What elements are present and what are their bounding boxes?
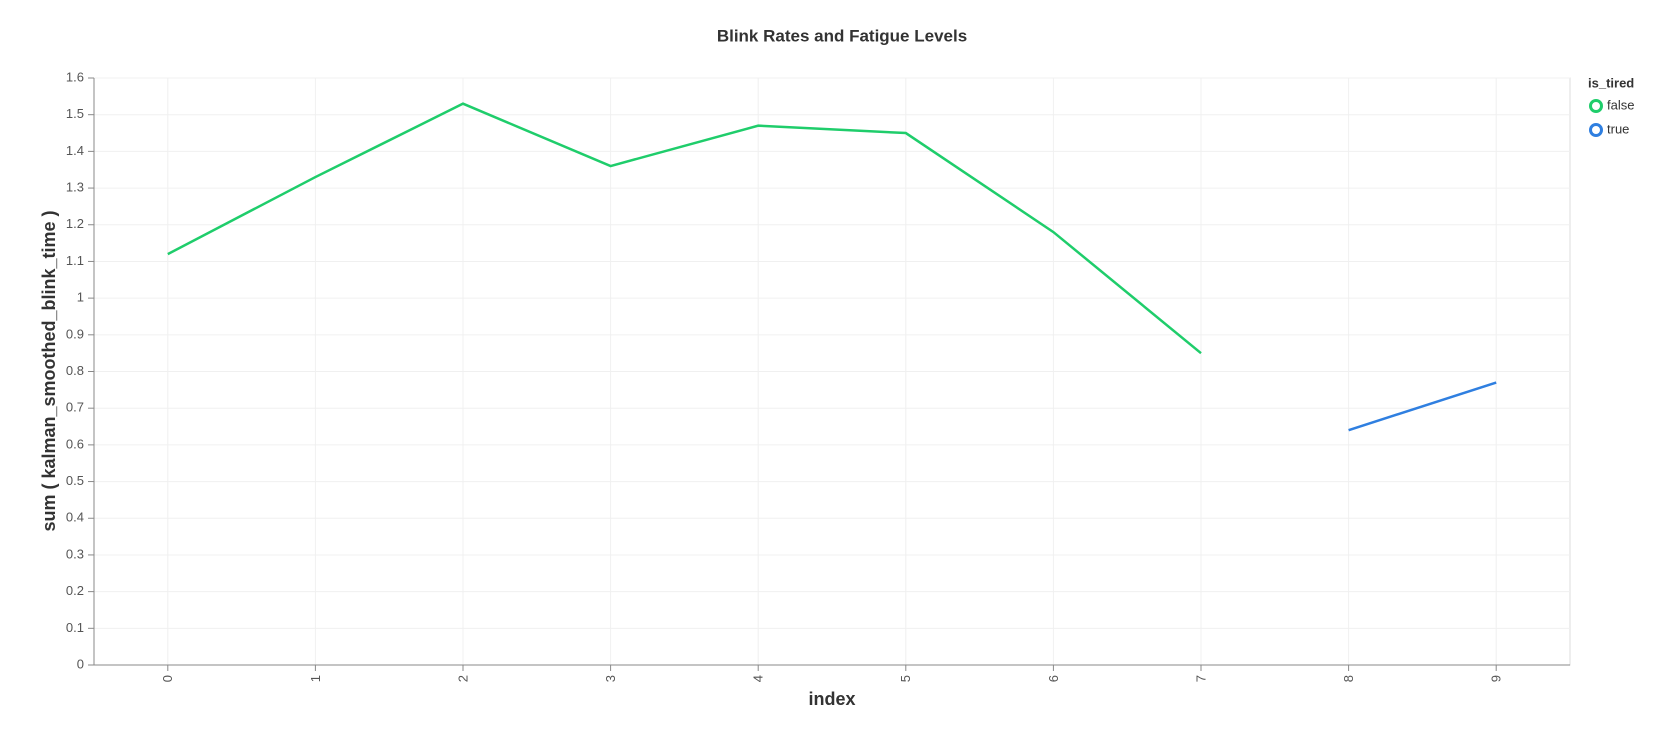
legend-marker — [1589, 123, 1603, 137]
x-tick-label: 3 — [603, 675, 618, 682]
legend-label: true — [1607, 121, 1629, 136]
y-tick-label: 0.9 — [66, 326, 84, 341]
y-tick-label: 1 — [77, 290, 84, 305]
legend-title: is_tired — [1588, 75, 1634, 90]
legend-marker — [1589, 99, 1603, 113]
y-tick-label: 0.7 — [66, 400, 84, 415]
y-tick-label: 0.6 — [66, 436, 84, 451]
x-axis-label: index — [808, 689, 855, 709]
legend-label: false — [1607, 97, 1634, 112]
y-tick-label: 0.2 — [66, 583, 84, 598]
y-tick-label: 1.3 — [66, 180, 84, 195]
x-tick-label: 8 — [1341, 675, 1356, 682]
y-tick-label: 1.1 — [66, 253, 84, 268]
y-tick-label: 0.8 — [66, 363, 84, 378]
y-tick-label: 0.1 — [66, 620, 84, 635]
y-tick-label: 1.4 — [66, 143, 84, 158]
x-tick-label: 1 — [308, 675, 323, 682]
x-tick-label: 6 — [1046, 675, 1061, 682]
y-tick-label: 1.6 — [66, 69, 84, 84]
y-axis-label: sum ( kalman_smoothed_blink_time ) — [39, 210, 59, 531]
x-tick-label: 7 — [1193, 675, 1208, 682]
y-tick-label: 1.5 — [66, 106, 84, 121]
y-tick-label: 0 — [77, 656, 84, 671]
x-tick-label: 9 — [1489, 675, 1504, 682]
line — [1348, 381, 1497, 432]
y-tick-label: 0.3 — [66, 546, 84, 561]
chart-title: Blink Rates and Fatigue Levels — [717, 26, 967, 45]
x-tick-label: 2 — [455, 675, 470, 682]
line — [167, 102, 1202, 355]
y-tick-label: 0.5 — [66, 473, 84, 488]
x-tick-label: 0 — [160, 675, 175, 682]
x-tick-label: 5 — [898, 675, 913, 682]
y-tick-label: 1.2 — [66, 216, 84, 231]
x-tick-label: 4 — [751, 675, 766, 682]
y-tick-label: 0.4 — [66, 510, 84, 525]
